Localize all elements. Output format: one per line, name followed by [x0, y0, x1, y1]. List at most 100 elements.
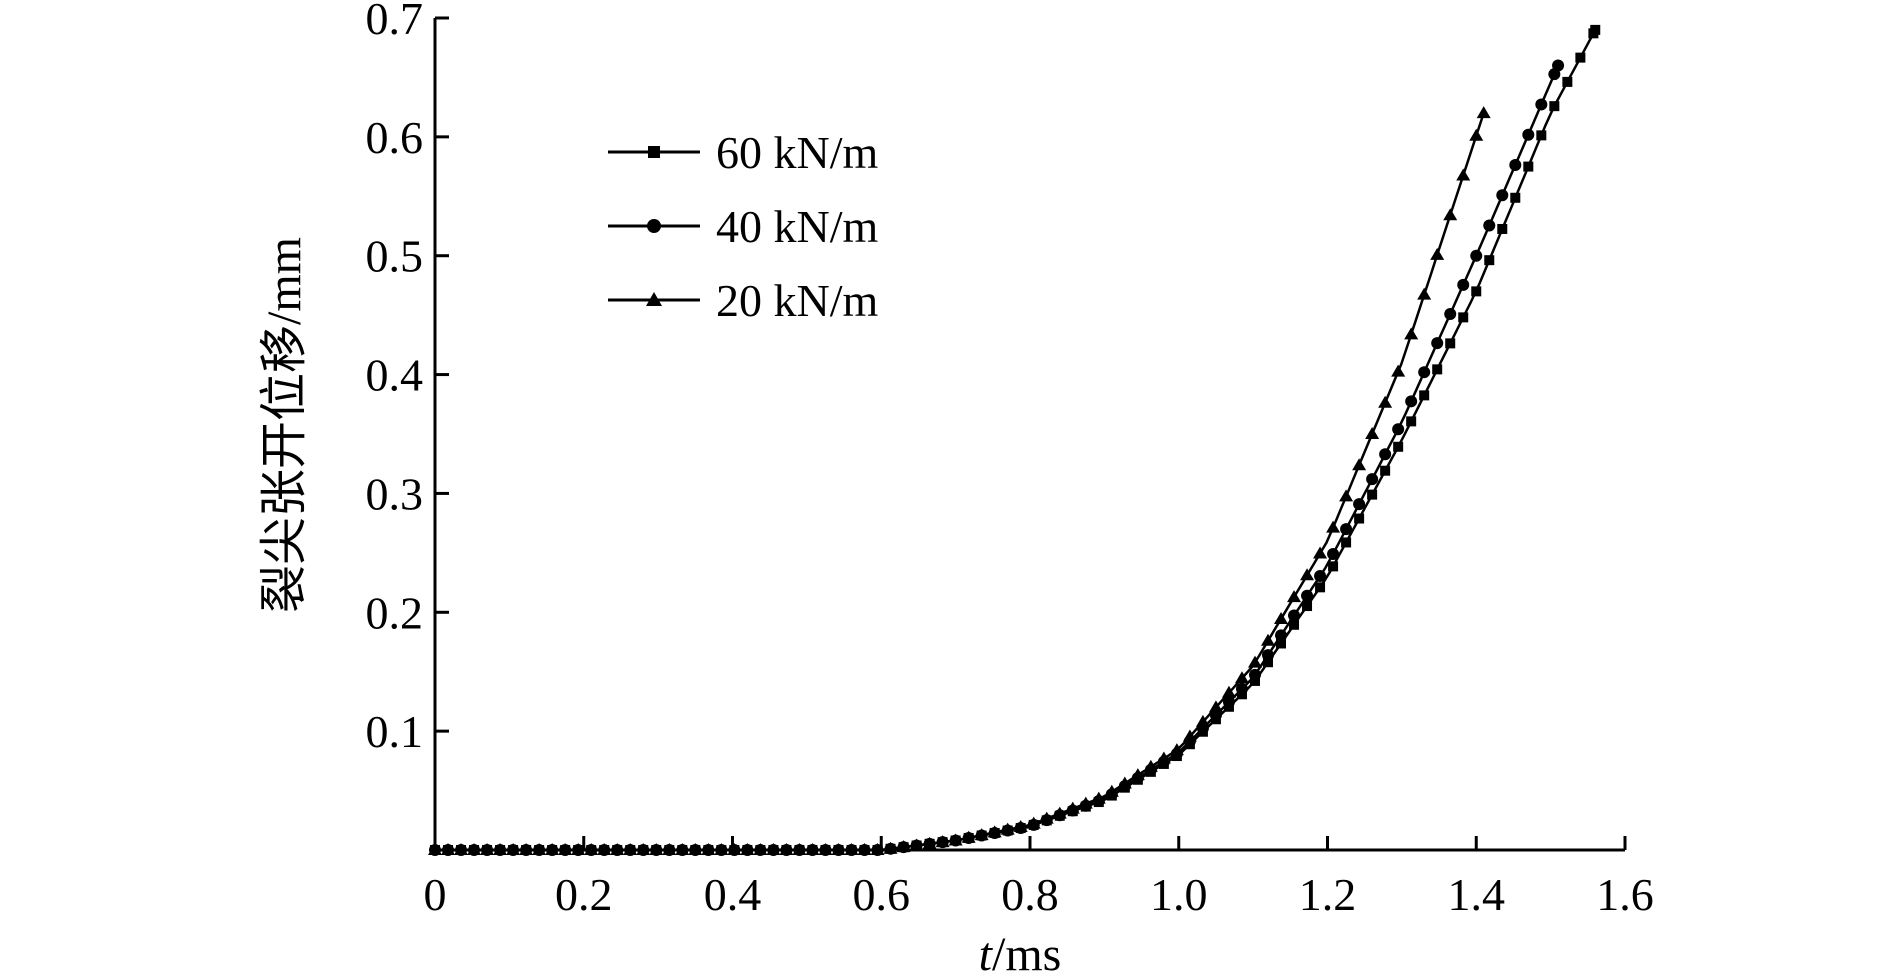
x-tick-label: 1.2	[1299, 869, 1357, 920]
series-marker	[1483, 219, 1496, 232]
series-marker	[857, 843, 872, 855]
series-marker	[987, 825, 1002, 838]
series-marker	[597, 843, 612, 855]
series-marker	[1496, 189, 1509, 202]
series-marker	[779, 843, 794, 855]
series-marker	[1354, 513, 1365, 524]
y-tick-label: 0.3	[366, 468, 424, 519]
series-marker	[675, 843, 690, 855]
series-marker	[1457, 278, 1470, 291]
series-marker	[1287, 590, 1302, 603]
series-marker	[1302, 601, 1313, 612]
series-marker	[844, 843, 859, 855]
series-marker	[454, 843, 469, 855]
series-marker	[1156, 751, 1171, 764]
series-marker	[1169, 743, 1184, 756]
series-marker	[883, 841, 898, 854]
axes	[433, 18, 1625, 852]
series-marker	[831, 843, 846, 855]
x-tick-label: 0	[424, 869, 447, 920]
x-ticks: 0 0.2 0.4 0.6 0.8 1.0 1.2 1.4 1.6	[424, 836, 1654, 920]
series-marker	[1471, 286, 1482, 297]
legend-marker	[647, 219, 661, 233]
series-marker	[1443, 208, 1458, 221]
series-marker	[1288, 609, 1301, 622]
series-marker	[1247, 655, 1262, 668]
series-marker	[1380, 465, 1391, 476]
series-marker	[727, 843, 742, 855]
series-marker	[649, 843, 664, 855]
series-marker	[688, 843, 703, 855]
series-marker	[1405, 395, 1418, 408]
series-marker	[1327, 548, 1340, 561]
series-marker	[1026, 816, 1041, 829]
series-marker	[1313, 546, 1328, 559]
series-marker	[662, 843, 677, 855]
series-marker	[1353, 498, 1366, 511]
series-marker	[1052, 806, 1067, 819]
y-tick-label: 0.2	[366, 587, 424, 638]
series-marker	[948, 833, 963, 846]
series-marker	[1470, 249, 1483, 262]
series-marker	[506, 843, 521, 855]
series-marker	[1249, 675, 1260, 686]
series-marker	[766, 843, 781, 855]
legend-label: 40 kN/m	[716, 201, 879, 252]
series-marker	[701, 843, 716, 855]
series-marker	[1222, 695, 1235, 708]
series-marker	[1352, 458, 1367, 471]
series-marker	[1274, 611, 1289, 624]
x-tick-label: 1.6	[1596, 869, 1654, 920]
series-marker	[1289, 619, 1300, 630]
series-marker	[1182, 729, 1197, 742]
series-marker	[1418, 366, 1431, 379]
series-marker	[1432, 364, 1443, 375]
x-tick-label: 0.4	[704, 869, 762, 920]
series-marker	[1366, 473, 1379, 486]
series-marker	[1536, 130, 1547, 141]
series-marker	[792, 843, 807, 855]
series-marker	[558, 843, 573, 855]
legend-marker	[648, 146, 660, 158]
series-marker	[740, 843, 755, 855]
series-marker	[1456, 168, 1471, 181]
series-marker	[1378, 395, 1393, 408]
series-marker	[493, 843, 508, 855]
series-marker	[1393, 441, 1404, 452]
series-marker	[1248, 668, 1261, 681]
y-tick-label: 0.4	[366, 350, 424, 401]
series-marker	[1208, 700, 1223, 713]
series-marker	[1476, 106, 1491, 119]
series-marker	[1522, 128, 1535, 141]
series-marker	[1391, 364, 1406, 377]
legend-label: 60 kN/m	[716, 127, 879, 178]
x-axis-title: t/ms	[979, 928, 1062, 980]
series-marker	[1314, 570, 1327, 583]
series-marker	[1469, 128, 1484, 141]
series-marker	[1458, 312, 1469, 323]
series-marker	[636, 843, 651, 855]
series-marker	[1549, 101, 1560, 112]
y-tick-label: 0.6	[366, 112, 424, 163]
x-tick-label: 1.4	[1448, 869, 1506, 920]
series-marker	[1431, 337, 1444, 350]
series-marker	[1590, 24, 1601, 35]
series-marker	[1078, 796, 1093, 809]
series-marker	[1091, 791, 1106, 804]
y-tick-label: 0.7	[366, 0, 424, 44]
y-ticks: 0.1 0.2 0.3 0.4 0.5 0.6 0.7	[366, 0, 449, 757]
x-tick-label: 0.6	[853, 869, 911, 920]
series-marker	[1404, 327, 1419, 340]
series-marker	[1341, 537, 1352, 548]
series-marker	[1275, 629, 1288, 642]
series-layer	[428, 24, 1601, 856]
series-marker	[1263, 657, 1273, 668]
series-marker	[805, 843, 820, 855]
series-marker	[1235, 682, 1248, 695]
series-marker	[1484, 255, 1495, 266]
series-marker	[753, 843, 768, 855]
series-marker	[1365, 427, 1380, 439]
series-marker	[1575, 52, 1586, 63]
series-marker	[1013, 819, 1028, 832]
